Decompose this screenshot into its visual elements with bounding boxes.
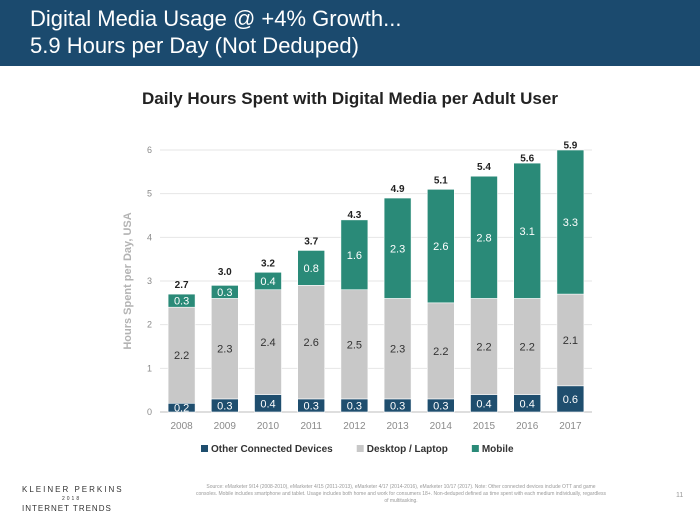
chart-title: Daily Hours Spent with Digital Media per… — [142, 89, 558, 108]
bar-segment-label: 0.4 — [476, 398, 491, 410]
y-tick-label: 3 — [147, 276, 152, 286]
x-tick-label: 2016 — [516, 421, 539, 432]
legend-swatch — [356, 445, 364, 452]
bar-segment-label: 0.3 — [347, 400, 362, 412]
bar-total-label: 3.2 — [261, 258, 275, 269]
bar-segment-label: 0.2 — [174, 403, 189, 415]
bar-segment — [513, 298, 542, 395]
bar-segment-label: 0.3 — [304, 400, 319, 412]
bar-segment — [254, 271, 282, 291]
x-tick-label: 2014 — [430, 421, 453, 432]
y-tick-label: 6 — [147, 145, 152, 155]
y-axis-label: Hours Spent per Day, USA — [122, 212, 134, 349]
y-tick-label: 2 — [147, 320, 152, 330]
slide-title-line-1: Digital Media Usage @ +4% Growth... — [30, 6, 402, 31]
bar-segment-label: 2.1 — [563, 335, 578, 347]
legend-swatch — [471, 445, 479, 452]
bar-total-label: 4.9 — [391, 184, 405, 195]
bar-segment — [470, 298, 498, 395]
y-tick-label: 4 — [147, 232, 152, 242]
x-tick-label: 2013 — [386, 421, 409, 432]
bar-segment-label: 0.3 — [217, 287, 232, 299]
x-tick-label: 2012 — [343, 421, 366, 432]
bar-segment-label: 0.3 — [390, 400, 405, 412]
bar-segment — [426, 302, 455, 400]
y-tick-label: 0 — [147, 407, 152, 417]
x-tick-label: 2010 — [257, 421, 280, 432]
bar-segment — [556, 385, 585, 413]
bar-segment-label: 1.6 — [347, 250, 362, 262]
bar-segment — [470, 175, 498, 299]
bar-segment-label: 3.1 — [520, 226, 535, 238]
bar-segment-label: 2.6 — [433, 241, 448, 253]
source-note: Source: eMarketer 9/14 (2008-2010), eMar… — [196, 484, 606, 504]
bar-segment — [297, 285, 326, 400]
x-tick-label: 2011 — [300, 421, 322, 432]
bar-segment — [167, 306, 196, 404]
bar-segment-label: 2.2 — [433, 346, 448, 358]
bar-total-label: 3.7 — [304, 236, 318, 247]
legend-label: Mobile — [482, 444, 514, 455]
bar-segment-label: 2.8 — [476, 232, 491, 244]
page-number: 11 — [676, 492, 684, 499]
brand-kleiner-perkins: KLEINER PERKINS — [22, 485, 124, 494]
bar-segment — [297, 250, 326, 286]
bar-segment — [254, 289, 282, 395]
bar-total-label: 4.3 — [347, 210, 361, 221]
bar-segment-label: 0.3 — [174, 296, 189, 308]
bar-segment-label: 0.3 — [217, 400, 232, 412]
legend-label: Other Connected Devices — [211, 444, 333, 455]
bar-segment — [513, 162, 542, 299]
y-tick-label: 1 — [147, 363, 152, 373]
brand-year: 2018 — [62, 496, 82, 502]
bar-segment — [556, 149, 585, 295]
bar-segment-label: 2.3 — [217, 344, 232, 356]
bar-total-label: 5.1 — [434, 175, 448, 186]
bar-segment-label: 0.4 — [520, 398, 535, 410]
bar-segment-label: 0.4 — [260, 276, 275, 288]
bar-segment-label: 2.2 — [174, 350, 189, 362]
bar-segment-label: 0.3 — [433, 400, 448, 412]
legend-swatch — [201, 445, 208, 452]
bar-segment — [426, 189, 455, 304]
bar-segment-label: 2.5 — [347, 339, 362, 351]
bar-segment — [167, 293, 196, 308]
bar-segment — [340, 289, 369, 400]
bar-segment-label: 0.8 — [304, 263, 319, 275]
bar-total-label: 3.0 — [218, 267, 232, 278]
x-tick-label: 2008 — [170, 421, 193, 432]
x-tick-label: 2015 — [473, 421, 496, 432]
bar-segment — [211, 285, 239, 299]
bar-segment — [340, 219, 369, 291]
bar-segment — [556, 293, 585, 387]
bar-segment-label: 2.2 — [520, 342, 535, 354]
bar-total-label: 5.6 — [520, 153, 534, 164]
slide-header: Digital Media Usage @ +4% Growth... 5.9 … — [0, 0, 700, 66]
bar-segment-label: 2.3 — [390, 243, 405, 255]
slide-title-line-2: 5.9 Hours per Day (Not Deduped) — [30, 33, 359, 58]
bar-segment-label: 2.4 — [260, 337, 275, 349]
bar-segment-label: 2.3 — [390, 344, 405, 356]
bar-segment — [383, 298, 412, 400]
bar-segment-label: 3.3 — [563, 217, 578, 229]
x-tick-label: 2009 — [214, 421, 237, 432]
bar-total-label: 5.4 — [477, 162, 491, 173]
brand-internet-trends: INTERNET TRENDS — [22, 504, 112, 513]
bar-total-label: 2.7 — [175, 280, 189, 291]
legend-label: Desktop / Laptop — [367, 444, 448, 455]
y-tick-label: 5 — [147, 189, 152, 199]
bar-total-label: 5.9 — [563, 140, 577, 151]
x-tick-label: 2017 — [559, 421, 582, 432]
bar-segment-label: 0.4 — [260, 398, 275, 410]
bar-segment-label: 2.6 — [304, 337, 319, 349]
bar-segment — [383, 197, 412, 299]
bar-segment-label: 2.2 — [476, 342, 491, 354]
bar-segment-label: 0.6 — [563, 394, 578, 406]
